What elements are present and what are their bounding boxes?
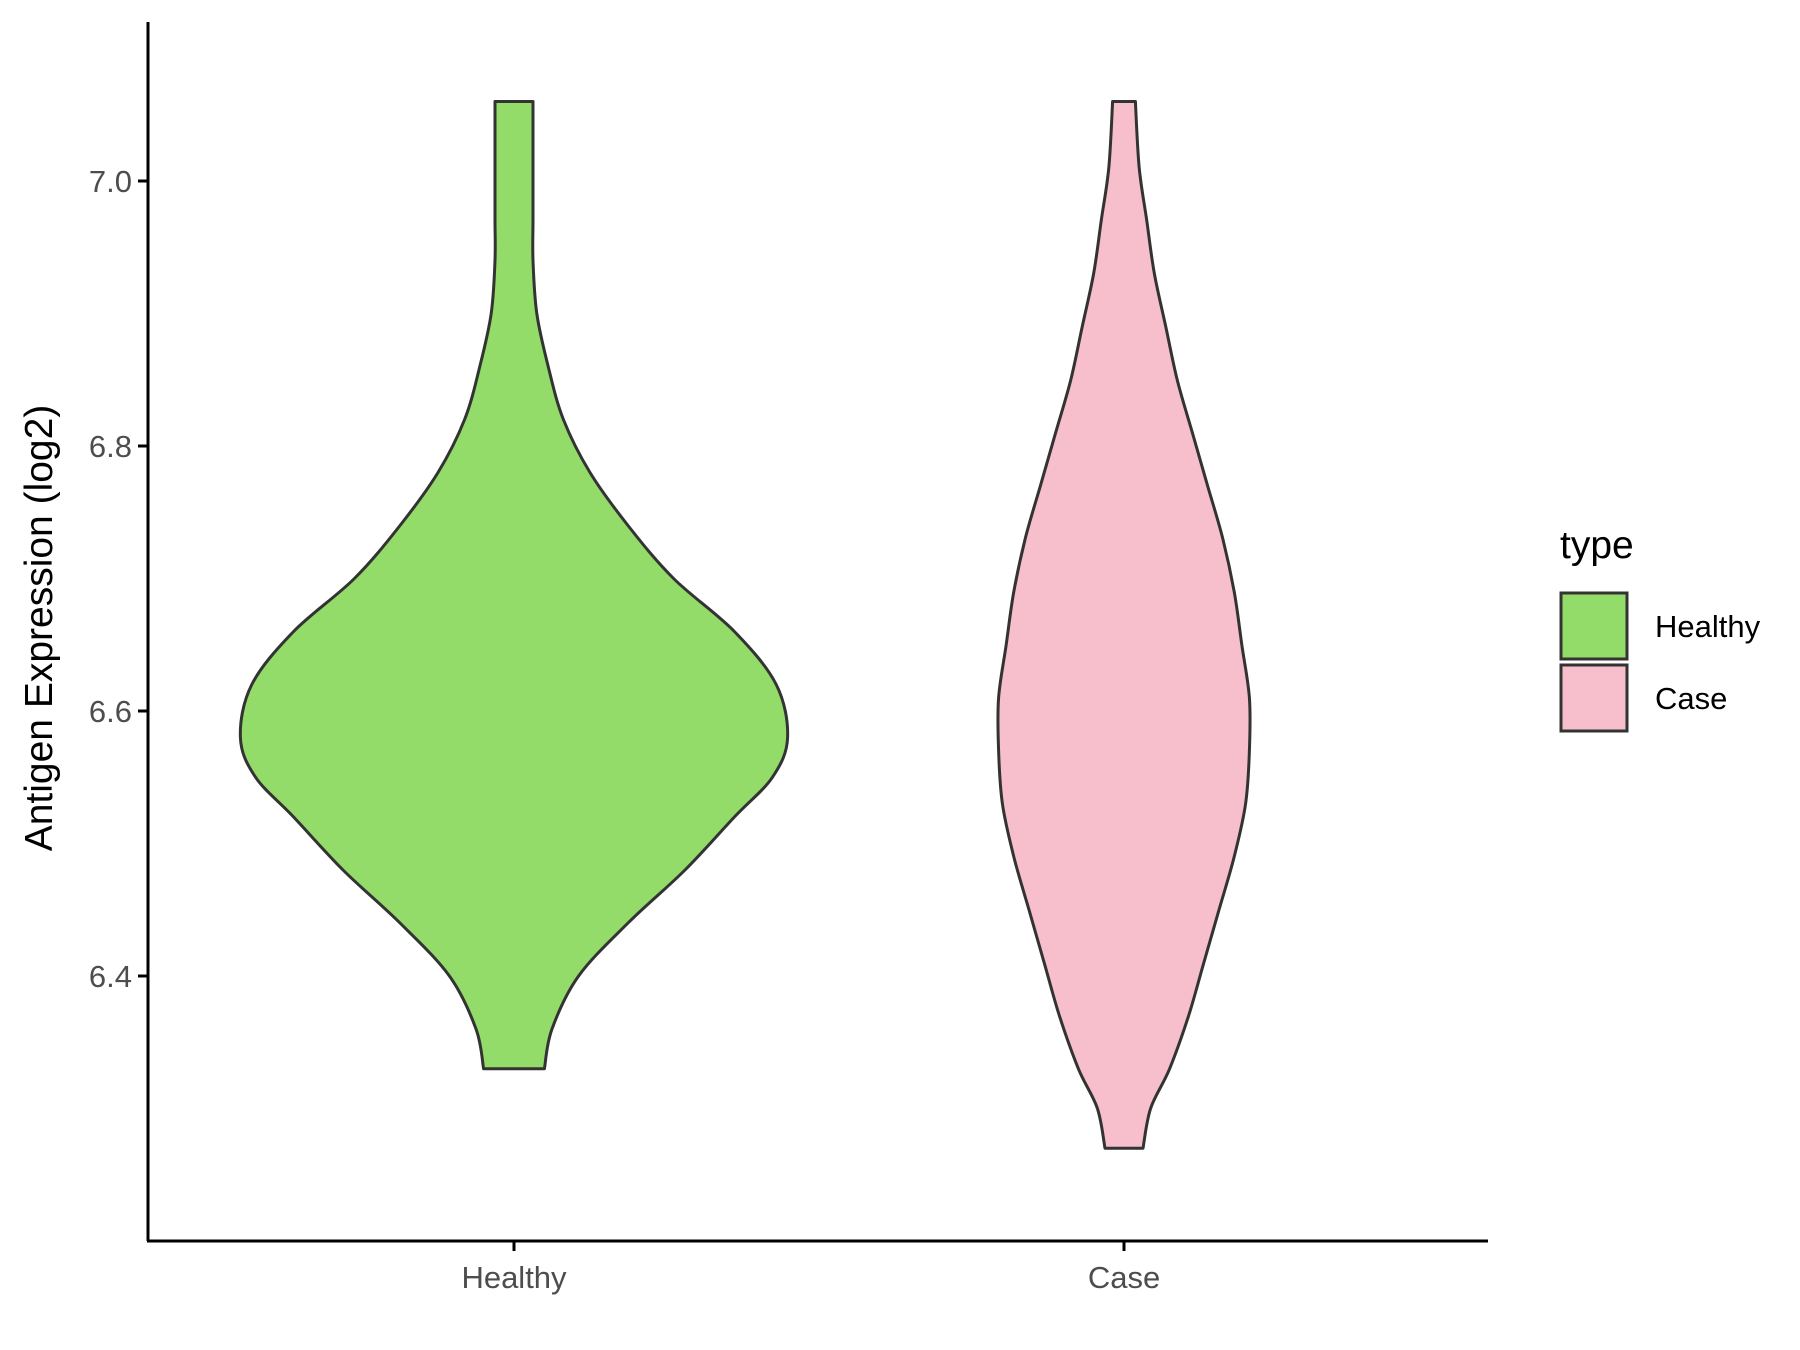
- violin-healthy: [238, 100, 790, 1071]
- legend-swatch-healthy: [1559, 591, 1629, 661]
- legend-label-case: Case: [1655, 681, 1727, 716]
- legend-items: Healthy Case: [1559, 591, 1761, 733]
- y-tick-label: 6.8: [89, 429, 132, 464]
- x-tick-label: Case: [1088, 1260, 1160, 1295]
- x-tick-label: Healthy: [461, 1260, 567, 1295]
- y-tick-label: 6.6: [89, 694, 132, 729]
- axes: 6.4 6.6 6.8 7.0 Healthy Case: [89, 22, 1488, 1295]
- legend-title: type: [1560, 524, 1634, 567]
- y-axis-title: Antigen Expression (log2): [18, 405, 61, 852]
- legend-label-healthy: Healthy: [1655, 609, 1761, 644]
- y-tick-label: 7.0: [89, 164, 132, 199]
- y-tick-label: 6.4: [89, 959, 132, 994]
- legend-swatch-case: [1559, 663, 1629, 733]
- x-ticks: Healthy Case: [461, 1241, 1160, 1295]
- violin-case: [996, 100, 1252, 1150]
- legend: type Healthy Case: [1559, 524, 1761, 733]
- y-ticks: 6.4 6.6 6.8 7.0: [89, 164, 148, 994]
- violin-layer: [238, 100, 1252, 1150]
